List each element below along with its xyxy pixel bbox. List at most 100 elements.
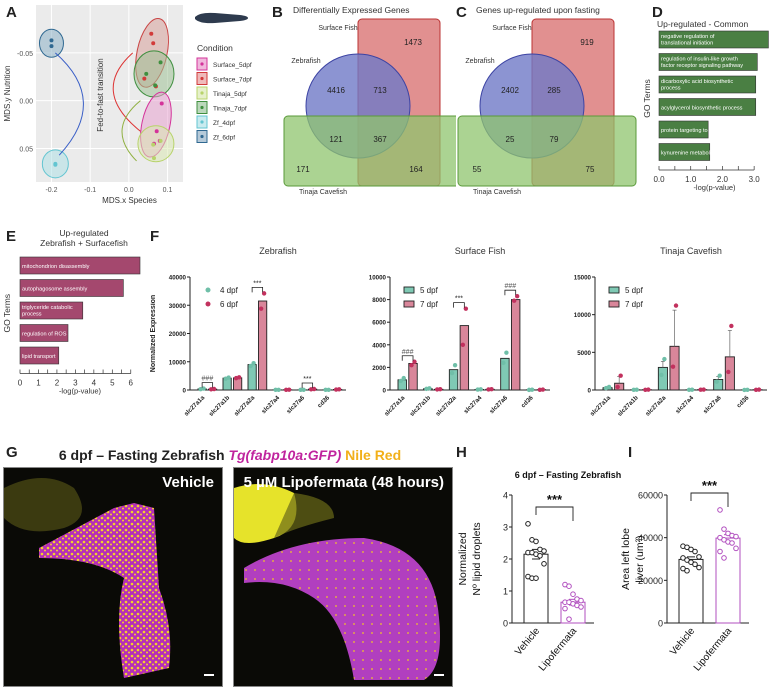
x-tick-label: slc27a1b bbox=[616, 394, 640, 418]
bar-7-dpf bbox=[510, 299, 521, 391]
data-point bbox=[615, 384, 620, 390]
mds-scatter-chart: -0.2 -0.1 0.0 0.1 -0.05 0.00 0.05 MDS.x Species… bbox=[3, 5, 252, 205]
chart-title: Zebrafish + Surfacefish bbox=[40, 238, 128, 248]
data-point bbox=[529, 387, 535, 392]
go-term-bar bbox=[19, 256, 141, 275]
legend-dot bbox=[200, 134, 204, 139]
x-tick-label: 0.0 bbox=[653, 175, 665, 184]
data-point bbox=[286, 387, 292, 392]
trajectory-tinaja bbox=[121, 100, 141, 162]
data-point bbox=[696, 564, 702, 571]
x-tick-label: 1.0 bbox=[685, 175, 697, 184]
x-tick-label: 1 bbox=[36, 379, 41, 388]
y-tick-label: 6000 bbox=[372, 320, 386, 327]
data-point bbox=[701, 387, 706, 392]
venn-deg-chart: Differentially Expressed Genes Surface Fi… bbox=[283, 5, 456, 196]
data-point bbox=[721, 555, 727, 561]
y-axis-label: GO Terms bbox=[2, 294, 12, 333]
data-point bbox=[717, 548, 723, 555]
legend-label: 7 dpf bbox=[420, 300, 439, 309]
x-tick-label: slc27a6 bbox=[488, 394, 509, 415]
x-tick-label: 3 bbox=[73, 379, 78, 388]
data-point-zf_4dpf bbox=[53, 162, 58, 167]
surface-fish-expression-chart: Surface Fish 0 2000 4000 6000 8000 10000 slc27a… bbox=[369, 246, 550, 418]
data-point bbox=[756, 387, 762, 392]
data-point-tinaja_5dpf bbox=[151, 156, 156, 161]
y-axis-label: Normalized Expression bbox=[150, 295, 157, 372]
data-point bbox=[401, 375, 406, 381]
data-point bbox=[745, 387, 750, 392]
significance-bracket bbox=[535, 506, 574, 521]
venn-count: 1473 bbox=[404, 38, 422, 47]
y-tick-label: 20000 bbox=[638, 576, 663, 586]
scale-bar bbox=[204, 674, 214, 676]
significance-bracket bbox=[251, 286, 264, 293]
bar-6-dpf bbox=[258, 300, 268, 391]
venn-count: 919 bbox=[580, 38, 594, 47]
x-tick-label: slc27a4 bbox=[463, 394, 484, 415]
chart-title: Surface Fish bbox=[455, 246, 506, 256]
y-tick-label: 0 bbox=[588, 388, 592, 395]
data-point-surface_5dpf bbox=[154, 129, 159, 134]
go-term-label: mitochondrion disassembly bbox=[22, 264, 90, 270]
data-point bbox=[717, 373, 722, 378]
significance-label: *** bbox=[455, 296, 463, 303]
legend-label: 4 dpf bbox=[220, 286, 239, 295]
trajectory-surface bbox=[112, 52, 141, 132]
data-point bbox=[226, 375, 231, 380]
zebrafish-larva-icon bbox=[195, 12, 248, 24]
data-point bbox=[412, 359, 417, 364]
go-term-bar bbox=[658, 143, 711, 161]
y-axis-label: Area left lobe bbox=[620, 528, 632, 590]
y-axis-label: liver (um²) bbox=[634, 535, 646, 582]
annotation-fed-to-fast: Fed-to-fast transition bbox=[96, 58, 105, 131]
legend-dot bbox=[200, 105, 204, 110]
data-point bbox=[566, 583, 572, 589]
scale-bar bbox=[434, 674, 444, 676]
data-point bbox=[729, 323, 734, 329]
x-tick-label: slc27a4 bbox=[674, 394, 695, 415]
significance-label: ### bbox=[504, 283, 516, 290]
data-point-zf_6dpf bbox=[49, 44, 54, 49]
venn-count: 285 bbox=[547, 86, 561, 95]
x-tick-label: slc27a1b bbox=[208, 394, 232, 418]
venn-set-tinaja-cavefish bbox=[457, 115, 637, 187]
significance-bracket bbox=[301, 382, 314, 389]
significance-bracket bbox=[504, 289, 517, 296]
significance-bracket bbox=[453, 302, 465, 308]
data-point bbox=[504, 350, 509, 355]
legend-marker bbox=[403, 300, 415, 308]
data-point bbox=[236, 375, 242, 380]
y-tick-label: 0.05 bbox=[19, 147, 33, 154]
significance-bracket bbox=[690, 492, 729, 507]
bar-5-dpf bbox=[500, 357, 510, 391]
y-tick-label: 10000 bbox=[169, 359, 187, 366]
data-point bbox=[618, 373, 623, 378]
legend-label: Surface_5dpf bbox=[213, 62, 252, 69]
go-term-label: negative regulation of bbox=[661, 34, 715, 40]
significance-label: *** bbox=[547, 492, 563, 507]
lipid-droplets-chart: 6 dpf – Fasting Zebrafish Normalized Nº li… bbox=[457, 470, 621, 673]
data-point bbox=[258, 306, 264, 311]
venn-fasting-chart: Genes up-regulated upon fasting Surface F… bbox=[457, 5, 637, 196]
data-point bbox=[301, 387, 306, 392]
data-point bbox=[578, 597, 584, 604]
chart-title: Zebrafish bbox=[259, 246, 297, 256]
bar-5-dpf bbox=[657, 366, 668, 391]
x-tick-label: 6 bbox=[129, 379, 134, 388]
data-point bbox=[729, 540, 735, 546]
data-point bbox=[537, 553, 543, 559]
data-point-tinaja_7dpf bbox=[153, 83, 158, 88]
x-tick-label: cd36 bbox=[520, 394, 535, 409]
data-point bbox=[562, 605, 568, 612]
x-tick-label: 0.1 bbox=[163, 187, 173, 194]
significance-label: *** bbox=[253, 280, 261, 287]
data-point bbox=[463, 306, 469, 311]
data-point bbox=[525, 521, 531, 527]
venn-count: 2402 bbox=[501, 86, 519, 95]
go-term-label: process bbox=[22, 312, 42, 318]
micrograph-vehicle: Vehicle bbox=[3, 467, 223, 687]
y-tick-label: 0 bbox=[183, 388, 187, 395]
data-point-surface_7dpf bbox=[142, 76, 147, 81]
y-tick-label: 0 bbox=[503, 619, 508, 629]
